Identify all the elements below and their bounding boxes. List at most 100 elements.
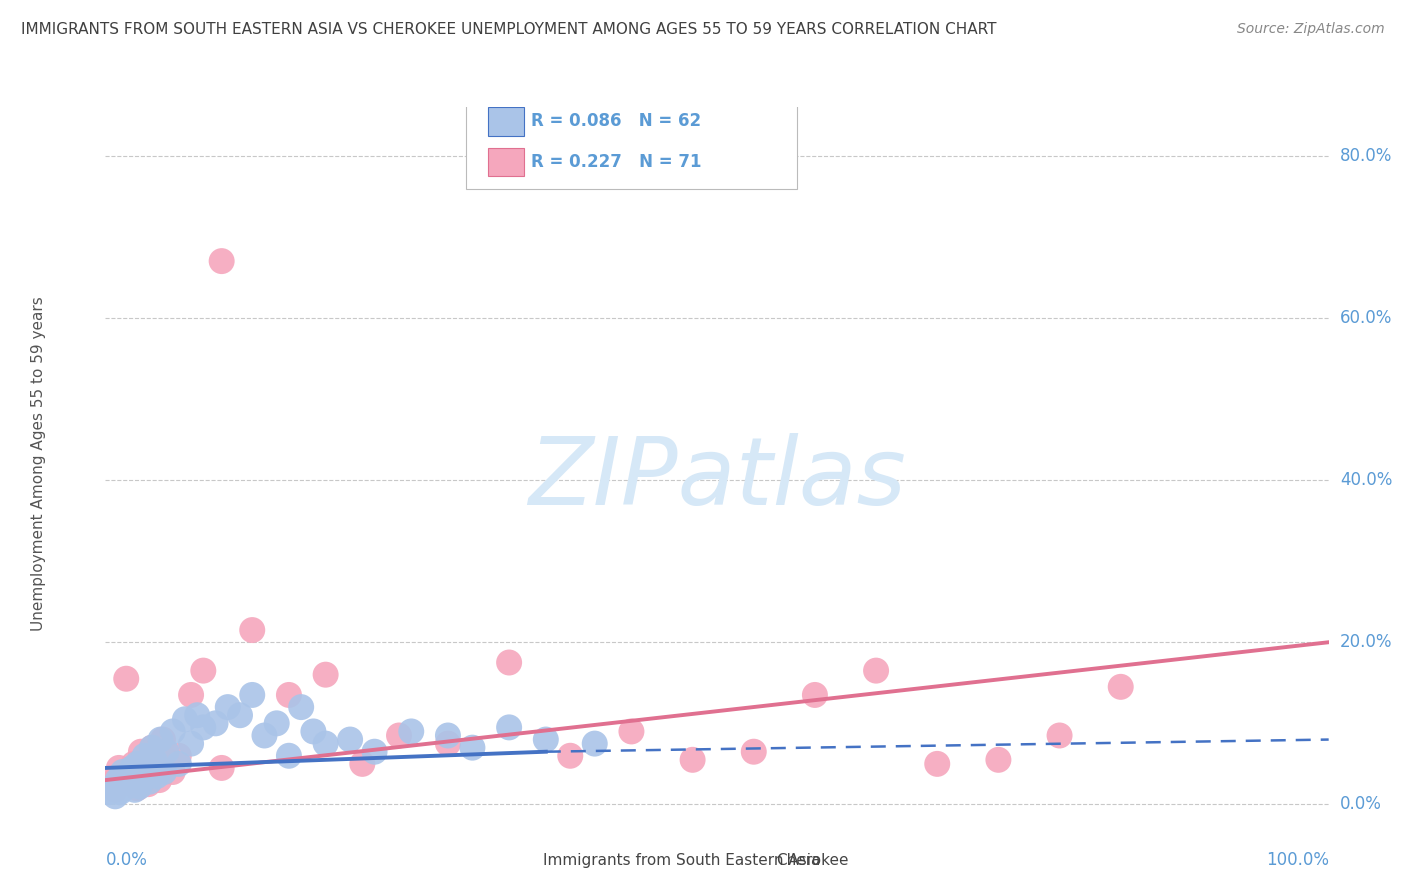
Point: [145, 761, 167, 775]
Point: [138, 774, 160, 789]
Point: [104, 782, 127, 797]
Point: [1049, 729, 1071, 743]
Point: [987, 753, 1010, 767]
Text: ZIPatlas: ZIPatlas: [529, 433, 905, 524]
Point: [121, 761, 143, 775]
Point: [131, 766, 153, 780]
Point: [927, 756, 949, 771]
Point: [204, 716, 226, 731]
Point: [107, 773, 129, 788]
Point: [437, 729, 460, 743]
Point: [134, 748, 156, 763]
Text: 60.0%: 60.0%: [1340, 309, 1392, 326]
Point: [742, 745, 765, 759]
Point: [315, 737, 337, 751]
Point: [148, 773, 170, 788]
Point: [211, 761, 233, 775]
Point: [124, 782, 146, 797]
Point: [97, 777, 120, 791]
Point: [141, 740, 163, 755]
Point: [118, 774, 141, 789]
Text: IMMIGRANTS FROM SOUTH EASTERN ASIA VS CHEROKEE UNEMPLOYMENT AMONG AGES 55 TO 59 : IMMIGRANTS FROM SOUTH EASTERN ASIA VS CH…: [21, 22, 997, 37]
Point: [104, 789, 127, 804]
Text: R = 0.086   N = 62: R = 0.086 N = 62: [531, 112, 702, 130]
FancyBboxPatch shape: [467, 93, 797, 189]
Text: Immigrants from South Eastern Asia: Immigrants from South Eastern Asia: [543, 853, 821, 868]
Point: [136, 777, 159, 791]
Point: [278, 748, 301, 763]
Point: [108, 785, 131, 799]
Point: [127, 756, 149, 771]
Text: 40.0%: 40.0%: [1340, 471, 1392, 489]
Point: [149, 732, 172, 747]
Point: [352, 756, 374, 771]
Point: [180, 737, 202, 751]
Point: [98, 785, 121, 799]
Point: [155, 753, 177, 767]
Point: [193, 720, 215, 734]
Point: [1109, 680, 1132, 694]
Point: [127, 781, 149, 796]
Point: [117, 769, 139, 783]
Point: [193, 664, 215, 678]
FancyBboxPatch shape: [488, 107, 524, 136]
Point: [146, 769, 169, 783]
Text: 100.0%: 100.0%: [1265, 851, 1329, 869]
FancyBboxPatch shape: [488, 148, 524, 177]
Text: 80.0%: 80.0%: [1340, 146, 1392, 165]
Point: [100, 781, 122, 796]
Point: [162, 764, 184, 779]
Point: [266, 716, 288, 731]
Point: [162, 724, 184, 739]
Point: [167, 748, 190, 763]
Point: [865, 664, 887, 678]
Point: [114, 781, 136, 796]
Text: 20.0%: 20.0%: [1340, 633, 1392, 651]
Point: [498, 720, 520, 734]
Point: [100, 773, 122, 788]
Text: Cherokee: Cherokee: [776, 853, 848, 868]
Point: [461, 740, 484, 755]
Point: [583, 737, 606, 751]
Point: [534, 732, 557, 747]
Point: [111, 764, 134, 779]
Point: [136, 764, 159, 778]
Point: [240, 623, 263, 637]
Point: [498, 656, 520, 670]
Point: [363, 745, 385, 759]
Point: [180, 688, 202, 702]
Point: [134, 766, 156, 780]
Point: [240, 688, 263, 702]
Point: [437, 737, 460, 751]
Point: [302, 724, 325, 739]
Point: [229, 708, 252, 723]
Point: [155, 745, 177, 759]
Point: [388, 729, 411, 743]
Point: [217, 700, 239, 714]
Point: [141, 740, 163, 755]
Point: [174, 712, 197, 726]
Point: [122, 756, 145, 771]
Point: [804, 688, 827, 702]
Point: [560, 748, 582, 763]
Text: Unemployment Among Ages 55 to 59 years: Unemployment Among Ages 55 to 59 years: [31, 296, 45, 632]
Point: [128, 780, 150, 794]
Point: [682, 753, 704, 767]
Point: [115, 672, 138, 686]
Point: [620, 724, 643, 739]
Point: [111, 772, 134, 786]
Text: 0.0%: 0.0%: [1340, 796, 1382, 814]
Point: [152, 732, 174, 747]
FancyBboxPatch shape: [506, 849, 538, 872]
Point: [315, 667, 337, 681]
Text: Source: ZipAtlas.com: Source: ZipAtlas.com: [1237, 22, 1385, 37]
FancyBboxPatch shape: [740, 849, 770, 872]
Point: [143, 753, 166, 767]
Point: [167, 756, 190, 771]
Point: [129, 745, 152, 759]
Point: [118, 777, 141, 791]
Text: 0.0%: 0.0%: [105, 851, 148, 869]
Point: [339, 732, 361, 747]
Point: [278, 688, 301, 702]
Point: [253, 729, 276, 743]
